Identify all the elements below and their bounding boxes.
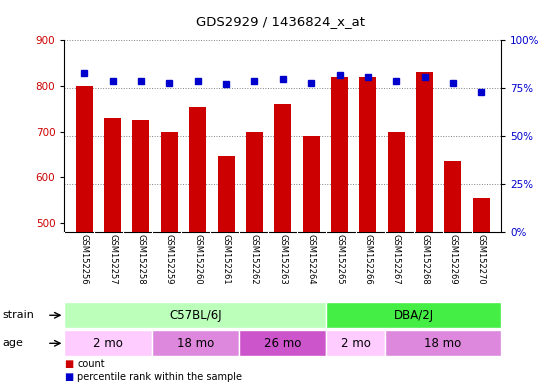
Bar bbox=[76, 86, 93, 232]
Bar bbox=[331, 77, 348, 232]
Text: GSM152263: GSM152263 bbox=[278, 234, 287, 285]
Bar bbox=[104, 118, 121, 232]
Text: GSM152270: GSM152270 bbox=[477, 234, 486, 285]
Bar bbox=[64, 302, 326, 328]
Bar bbox=[218, 156, 235, 232]
Text: GSM152258: GSM152258 bbox=[137, 234, 146, 285]
Text: GSM152259: GSM152259 bbox=[165, 234, 174, 285]
Text: GSM152264: GSM152264 bbox=[307, 234, 316, 285]
Bar bbox=[388, 132, 405, 232]
Text: ■: ■ bbox=[64, 359, 74, 369]
Text: 18 mo: 18 mo bbox=[424, 337, 461, 350]
Bar bbox=[326, 302, 501, 328]
Text: 2 mo: 2 mo bbox=[340, 337, 371, 350]
Bar bbox=[473, 198, 490, 232]
Text: C57BL/6J: C57BL/6J bbox=[169, 309, 222, 322]
Text: GSM152256: GSM152256 bbox=[80, 234, 88, 285]
Bar bbox=[246, 132, 263, 232]
Bar bbox=[445, 161, 461, 232]
Text: 18 mo: 18 mo bbox=[177, 337, 214, 350]
Bar bbox=[274, 104, 291, 232]
Text: GSM152266: GSM152266 bbox=[363, 234, 372, 285]
Text: GSM152265: GSM152265 bbox=[335, 234, 344, 285]
Text: percentile rank within the sample: percentile rank within the sample bbox=[77, 372, 242, 382]
Text: 26 mo: 26 mo bbox=[264, 337, 301, 350]
Text: GSM152261: GSM152261 bbox=[222, 234, 231, 285]
Text: count: count bbox=[77, 359, 105, 369]
Text: ■: ■ bbox=[64, 372, 74, 382]
Bar bbox=[385, 330, 501, 356]
Bar bbox=[161, 132, 178, 232]
Bar bbox=[239, 330, 326, 356]
Text: GSM152269: GSM152269 bbox=[449, 234, 458, 285]
Bar bbox=[133, 120, 150, 232]
Text: GSM152267: GSM152267 bbox=[392, 234, 401, 285]
Bar bbox=[302, 136, 320, 232]
Text: GSM152257: GSM152257 bbox=[108, 234, 117, 285]
Text: age: age bbox=[3, 338, 24, 348]
Bar bbox=[416, 72, 433, 232]
Bar bbox=[189, 107, 206, 232]
Text: GSM152268: GSM152268 bbox=[420, 234, 429, 285]
Text: 2 mo: 2 mo bbox=[93, 337, 123, 350]
Text: GSM152262: GSM152262 bbox=[250, 234, 259, 285]
Bar bbox=[64, 330, 152, 356]
Bar bbox=[326, 330, 385, 356]
Text: DBA/2J: DBA/2J bbox=[394, 309, 434, 322]
Bar bbox=[360, 77, 376, 232]
Bar bbox=[152, 330, 239, 356]
Text: strain: strain bbox=[3, 310, 35, 320]
Text: GSM152260: GSM152260 bbox=[193, 234, 202, 285]
Text: GDS2929 / 1436824_x_at: GDS2929 / 1436824_x_at bbox=[195, 15, 365, 28]
